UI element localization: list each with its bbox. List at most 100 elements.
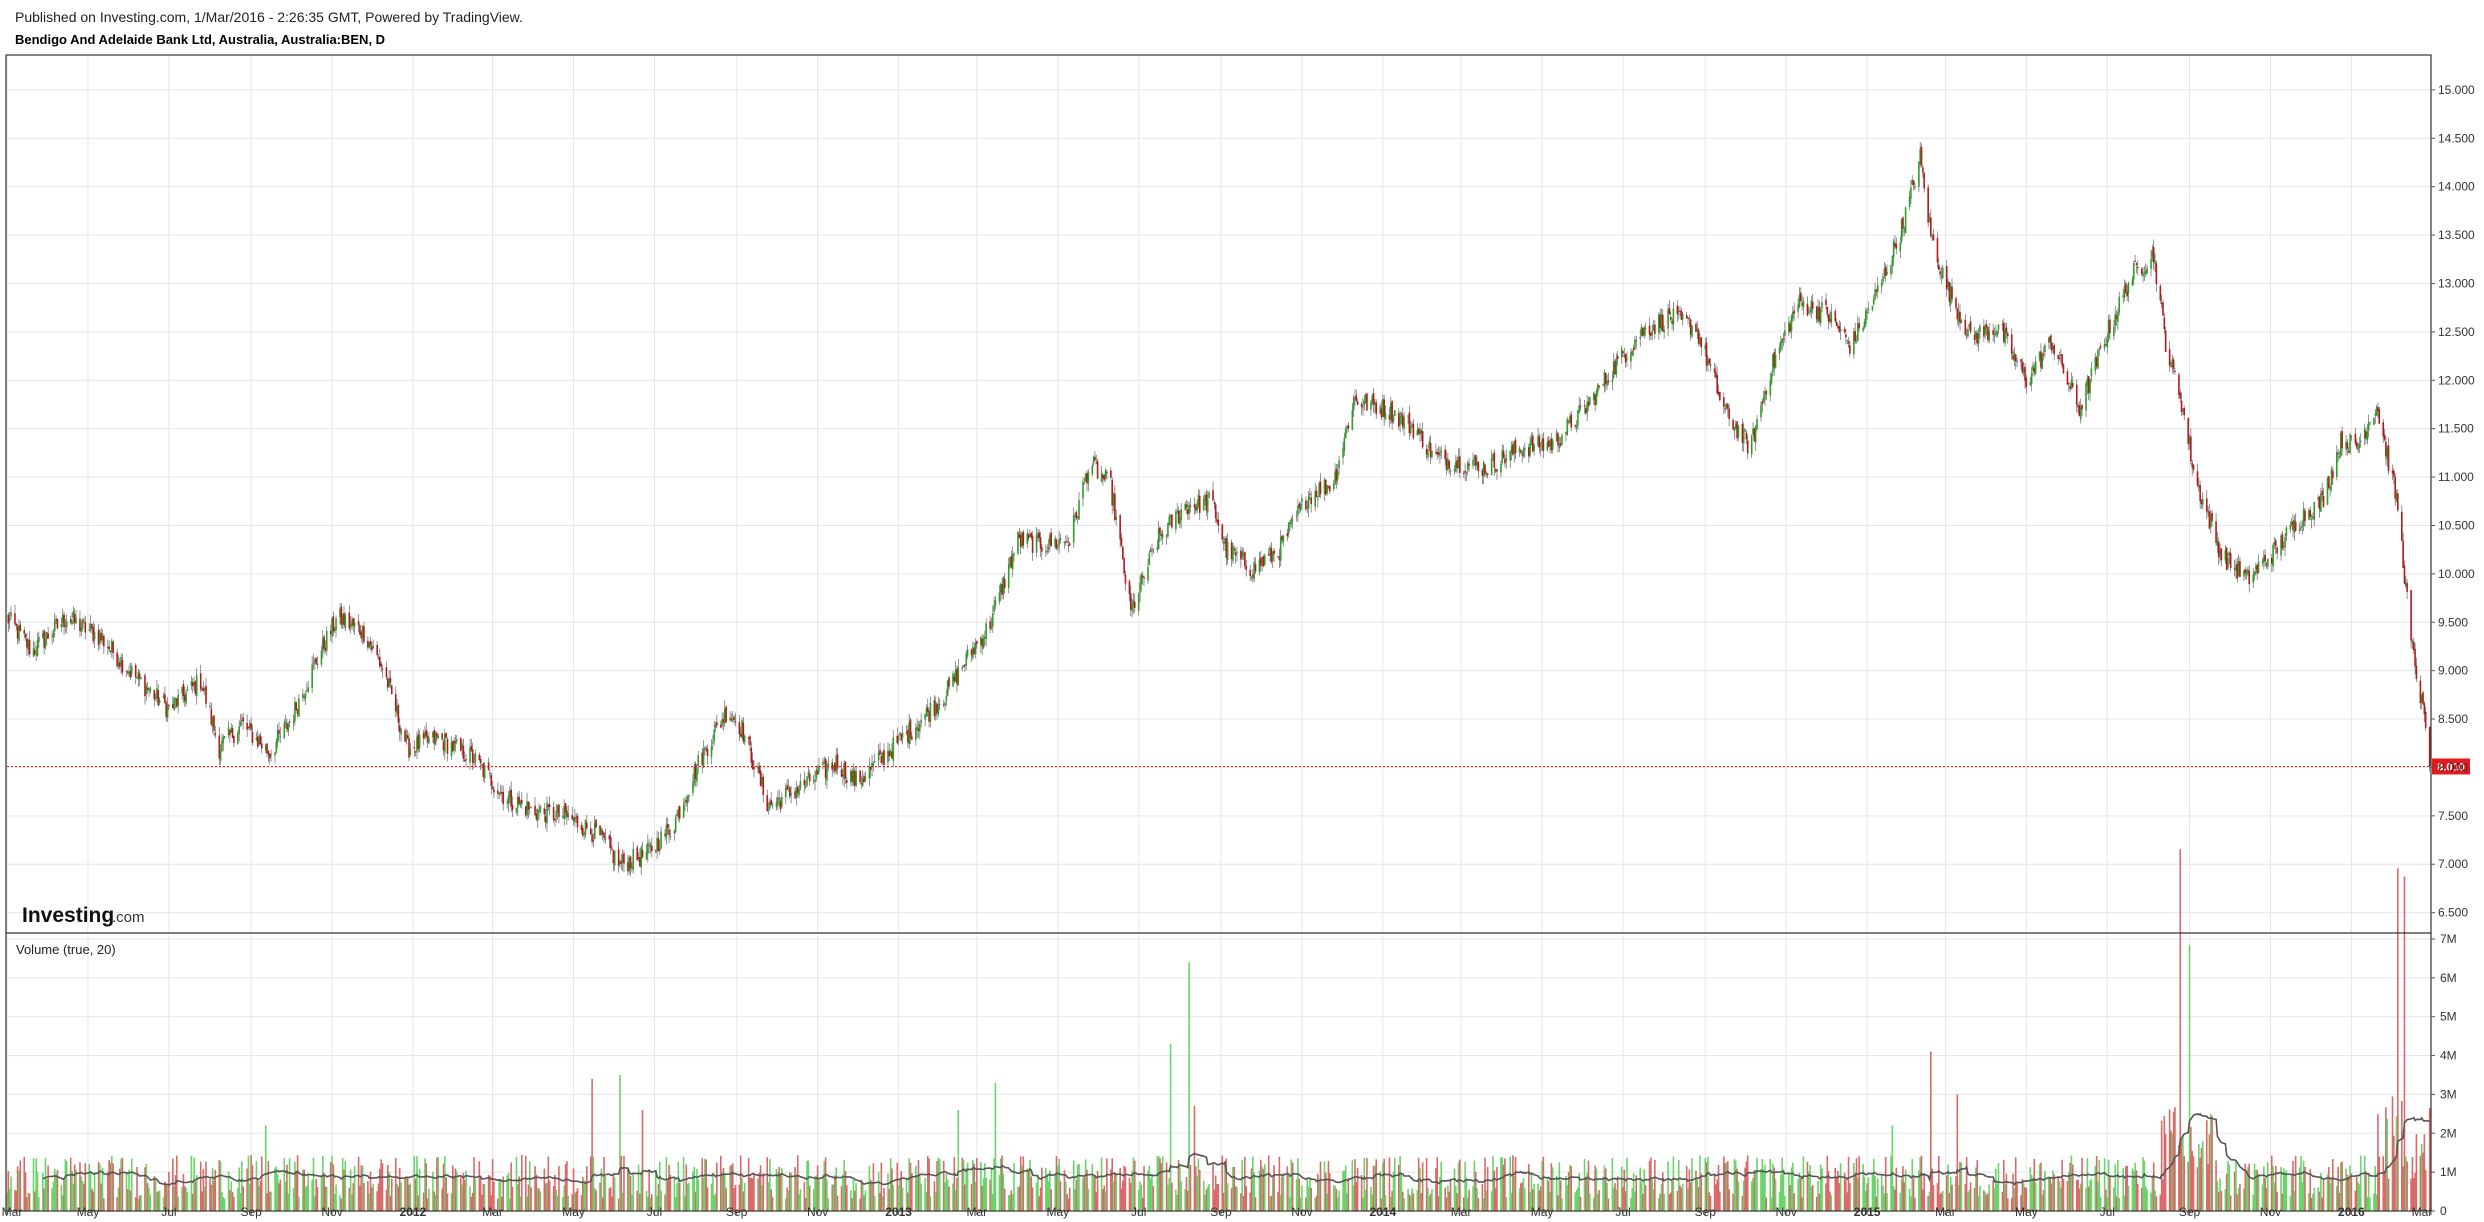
volume-bar — [1233, 1166, 1236, 1211]
volume-bar — [701, 1158, 704, 1211]
candle — [2326, 478, 2329, 505]
volume-bar — [1894, 1189, 1896, 1211]
candle — [647, 842, 649, 854]
volume-bar — [1448, 1191, 1450, 1211]
volume-bar — [623, 1155, 625, 1211]
candle — [1551, 439, 1554, 450]
candle — [2373, 418, 2375, 425]
volume-bar — [1140, 1184, 1143, 1211]
volume-bar — [998, 1174, 1001, 1211]
candle — [1891, 256, 1894, 266]
volume-bar — [980, 1161, 982, 1211]
candle — [1160, 533, 1163, 536]
candle — [1750, 436, 1753, 455]
candle — [1918, 161, 1920, 187]
volume-bar — [1021, 1165, 1023, 1211]
candle — [1355, 395, 1358, 401]
volume-bar — [1055, 1156, 1058, 1211]
candle — [1914, 186, 1916, 188]
candle — [116, 652, 118, 667]
candle — [526, 801, 528, 816]
volume-bar — [1035, 1182, 1038, 1211]
candle — [2188, 438, 2191, 444]
volume-bar — [1781, 1157, 1784, 1211]
volume-bar — [109, 1162, 112, 1211]
volume-bar — [2280, 1166, 2282, 1211]
candle — [1874, 289, 1876, 300]
candle — [1445, 458, 1448, 470]
candle — [278, 729, 280, 734]
volume-bar — [166, 1185, 169, 1211]
volume-bar — [1317, 1173, 1319, 1211]
candle — [1473, 457, 1476, 460]
volume-bar — [56, 1169, 59, 1211]
volume-bar — [1299, 1197, 1302, 1211]
volume-bar — [2337, 1166, 2339, 1211]
candle — [1745, 432, 1748, 440]
volume-bar — [1490, 1191, 1493, 1211]
volume-bar — [1068, 1187, 1071, 1211]
candle — [1689, 319, 1692, 335]
volume-bar — [1407, 1188, 1409, 1211]
candle — [2118, 296, 2121, 313]
candle — [1029, 534, 1031, 537]
candle — [1047, 547, 1050, 550]
candle — [753, 766, 755, 770]
volume-bar — [368, 1193, 371, 1211]
volume-bar — [1558, 1162, 1561, 1211]
volume-bar — [1123, 1165, 1125, 1211]
volume-bar — [2233, 1171, 2236, 1211]
candle — [888, 751, 891, 757]
volume-bar — [603, 1156, 605, 1211]
candle — [567, 813, 570, 818]
time-tick-label: Jul — [2100, 1205, 2115, 1219]
volume-bar — [118, 1168, 121, 1211]
candle — [629, 856, 632, 869]
volume-bar — [331, 1156, 333, 1211]
candle — [989, 621, 991, 629]
volume-bar — [546, 1182, 548, 1211]
candle — [1988, 330, 1990, 341]
candle — [786, 785, 788, 790]
volume-bar — [734, 1184, 737, 1211]
volume-bar — [1955, 1176, 1957, 1211]
volume-bar — [1018, 1186, 1021, 1211]
volume-bar — [1111, 1158, 1113, 1211]
volume-bar — [1147, 1170, 1149, 1211]
volume-bar — [645, 1190, 648, 1211]
candle — [1555, 432, 1558, 442]
volume-bar — [1713, 1174, 1716, 1211]
volume-bar — [1705, 1162, 1708, 1211]
volume-bar — [1351, 1160, 1354, 1211]
candle — [323, 636, 325, 649]
volume-bar — [2006, 1198, 2009, 1211]
candle — [1547, 440, 1550, 447]
candle — [2085, 383, 2087, 411]
candle — [75, 617, 77, 624]
candle — [674, 817, 677, 833]
candle — [398, 725, 401, 733]
volume-bar — [1632, 1173, 1635, 1211]
volume-bar — [1504, 1158, 1506, 1211]
candle — [339, 608, 341, 618]
candle — [716, 722, 718, 726]
candle — [2170, 366, 2172, 368]
candle — [1010, 555, 1013, 568]
candle — [83, 620, 85, 622]
candle — [502, 791, 505, 805]
volume-bar — [2281, 1193, 2284, 1211]
candle — [572, 818, 575, 821]
candle — [1041, 547, 1043, 552]
candle — [1567, 420, 1570, 422]
volume-bar — [64, 1159, 67, 1211]
candle — [639, 857, 641, 867]
volume-bar — [1538, 1190, 1541, 1211]
candle — [725, 706, 727, 723]
candle — [1111, 479, 1113, 506]
candle — [1811, 301, 1814, 309]
volume-bar — [363, 1183, 365, 1211]
volume-bar — [965, 1168, 968, 1211]
volume-bar — [832, 1184, 835, 1211]
candle — [1298, 503, 1301, 508]
